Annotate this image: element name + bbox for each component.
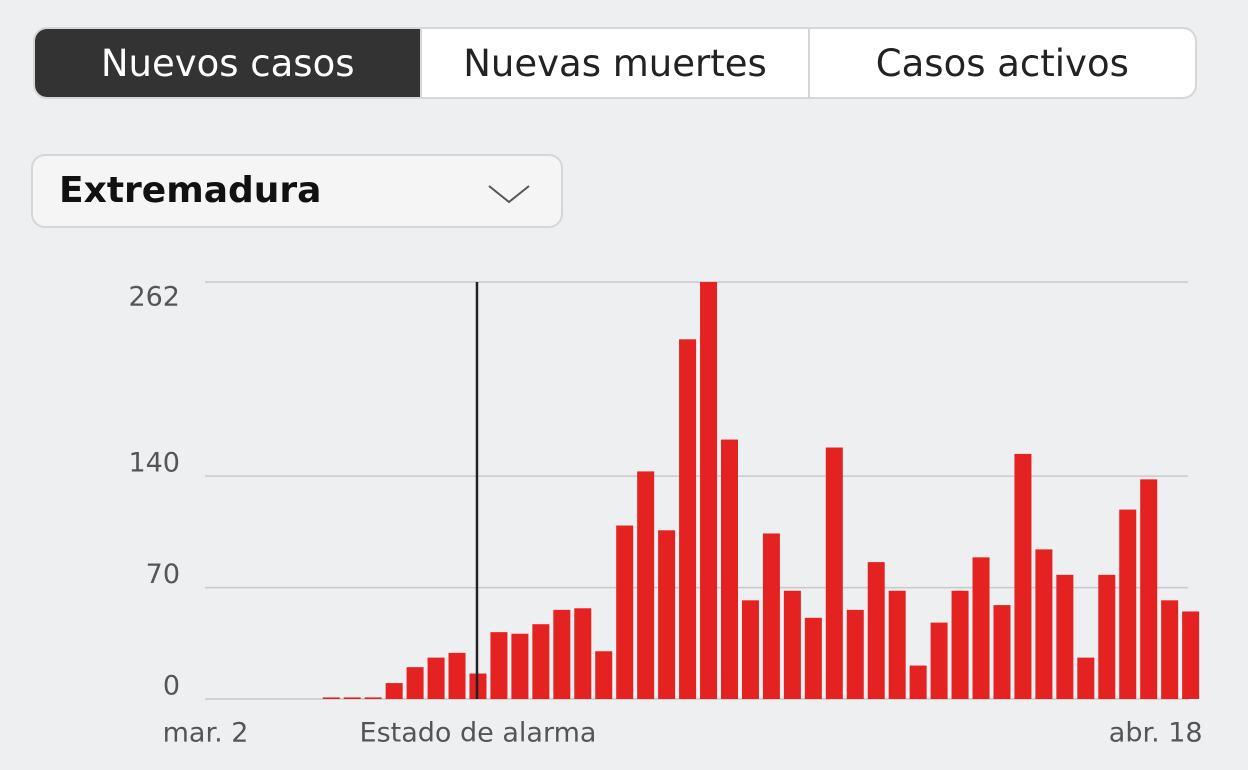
y-tick-label: 262 bbox=[128, 282, 180, 313]
x-tick-label: mar. 2 bbox=[163, 718, 249, 749]
bar bbox=[700, 282, 718, 699]
bar bbox=[846, 609, 864, 699]
chevron bbox=[488, 185, 530, 204]
bar bbox=[406, 667, 424, 699]
bar bbox=[783, 590, 801, 699]
x-tick-label: Estado de alarma bbox=[360, 718, 597, 749]
tab-bar: Nuevos casos Nuevas muertes Casos activo… bbox=[33, 27, 1197, 99]
bar bbox=[1098, 574, 1116, 699]
y-tick-label: 140 bbox=[128, 448, 180, 479]
bar bbox=[762, 533, 780, 699]
bar bbox=[993, 605, 1011, 699]
bar bbox=[322, 697, 340, 699]
bar bbox=[385, 683, 403, 699]
bar bbox=[679, 339, 697, 699]
bar bbox=[1056, 574, 1074, 699]
bar bbox=[511, 633, 529, 699]
tab[interactable]: Casos activos bbox=[807, 29, 1195, 97]
bar bbox=[825, 447, 843, 699]
bar bbox=[574, 608, 592, 699]
bar bbox=[1182, 611, 1200, 699]
bar bbox=[867, 562, 885, 699]
bar bbox=[1077, 657, 1095, 699]
bar bbox=[490, 632, 508, 699]
bar bbox=[448, 652, 466, 699]
bar bbox=[658, 530, 676, 699]
bar bbox=[930, 622, 948, 699]
bar bbox=[343, 697, 361, 699]
bar bbox=[616, 525, 634, 699]
bar bbox=[1119, 509, 1137, 699]
bar bbox=[741, 600, 759, 699]
dropdown[interactable]: Extremadura bbox=[31, 154, 563, 228]
bar bbox=[909, 665, 927, 699]
y-tick-label: 70 bbox=[146, 559, 180, 590]
tab[interactable]: Nuevos casos bbox=[35, 29, 421, 97]
bar bbox=[1161, 600, 1179, 699]
dropdown-label: Extremadura bbox=[59, 170, 322, 211]
bar bbox=[951, 590, 969, 699]
bar bbox=[427, 657, 445, 699]
bar bbox=[972, 557, 990, 699]
x-tick-label: abr. 18 bbox=[1109, 718, 1203, 749]
bar bbox=[888, 590, 906, 699]
bar bbox=[532, 624, 550, 699]
bar bbox=[804, 617, 822, 699]
bar bbox=[553, 609, 571, 699]
bar bbox=[364, 697, 382, 699]
y-tick-label: 0 bbox=[163, 671, 180, 702]
bar bbox=[1035, 549, 1053, 699]
bar bbox=[1140, 479, 1158, 699]
bar bbox=[595, 651, 613, 699]
bar bbox=[637, 471, 655, 699]
bar bbox=[721, 439, 738, 699]
tab[interactable]: Nuevas muertes bbox=[420, 29, 807, 97]
bar bbox=[1014, 453, 1032, 699]
